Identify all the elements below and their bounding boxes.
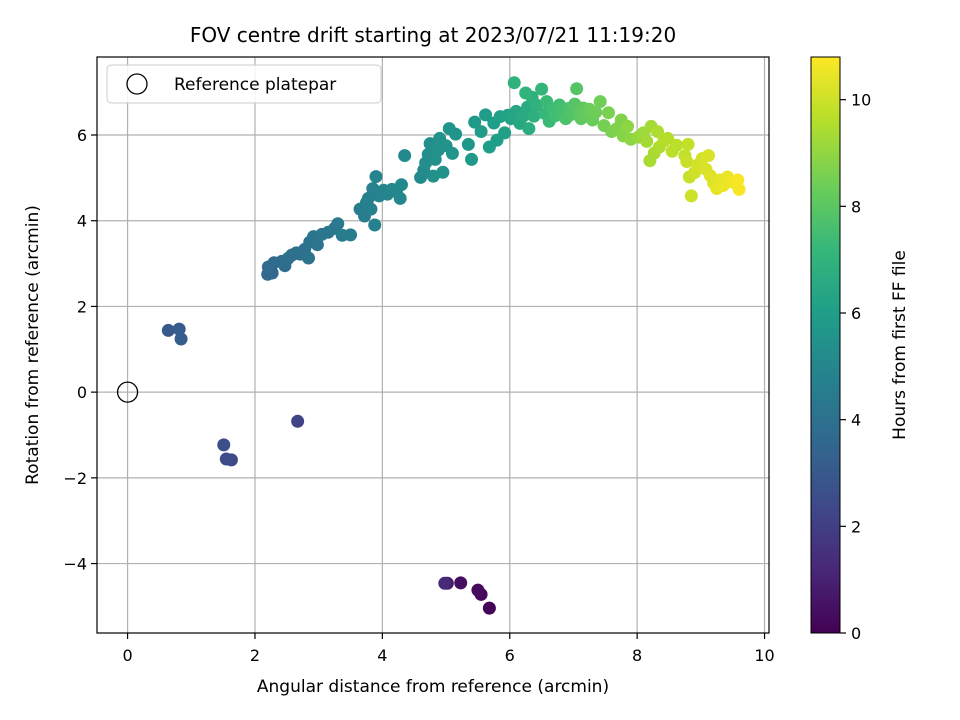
x-tick-label: 10 bbox=[754, 646, 774, 665]
data-point bbox=[394, 178, 408, 192]
colorbar-tick-label: 10 bbox=[851, 91, 871, 110]
data-point bbox=[174, 332, 188, 346]
data-point bbox=[651, 125, 665, 139]
chart-title: FOV centre drift starting at 2023/07/21 … bbox=[190, 23, 676, 47]
data-point bbox=[601, 106, 615, 120]
data-point bbox=[361, 191, 375, 205]
y-tick-label: 6 bbox=[77, 126, 87, 145]
data-point bbox=[217, 438, 231, 452]
data-point bbox=[438, 576, 452, 590]
data-point bbox=[393, 191, 407, 205]
data-point bbox=[527, 109, 541, 123]
data-point bbox=[364, 202, 378, 216]
legend-box bbox=[106, 64, 382, 104]
reference-marker bbox=[116, 381, 139, 403]
data-point bbox=[507, 76, 521, 90]
x-axis-label: Angular distance from reference (arcmin) bbox=[257, 677, 609, 697]
data-point bbox=[621, 119, 635, 133]
data-point bbox=[465, 152, 479, 166]
x-tick-label: 0 bbox=[122, 646, 132, 665]
data-point bbox=[331, 217, 345, 231]
data-point bbox=[482, 601, 496, 615]
y-tick-label: 2 bbox=[77, 297, 87, 316]
data-point bbox=[449, 127, 463, 141]
legend-entry-reference: Reference platepar bbox=[174, 75, 336, 95]
data-point bbox=[471, 583, 485, 597]
y-axis-ticks: −4 −2 0 2 4 6 bbox=[63, 126, 97, 574]
data-point bbox=[498, 126, 512, 140]
colorbar-tick-label: 0 bbox=[851, 624, 861, 643]
data-point bbox=[454, 576, 468, 590]
data-point bbox=[461, 137, 475, 151]
y-tick-label: −2 bbox=[63, 469, 87, 488]
y-axis-label: Rotation from reference (arcmin) bbox=[23, 205, 43, 485]
x-tick-label: 4 bbox=[377, 646, 387, 665]
y-tick-label: −4 bbox=[63, 555, 87, 574]
colorbar-tick-label: 4 bbox=[851, 411, 861, 430]
data-point bbox=[436, 165, 450, 179]
data-point bbox=[291, 414, 305, 428]
data-point bbox=[684, 189, 698, 203]
data-point bbox=[701, 149, 715, 163]
data-point bbox=[670, 138, 684, 152]
reference-point bbox=[116, 381, 139, 403]
data-point bbox=[732, 182, 746, 196]
data-points bbox=[161, 76, 746, 615]
y-tick-label: 4 bbox=[77, 212, 87, 231]
plot-frame bbox=[96, 56, 770, 634]
data-point bbox=[593, 95, 607, 109]
data-point bbox=[535, 82, 549, 96]
data-point bbox=[519, 86, 533, 100]
data-point bbox=[530, 98, 544, 112]
grid-lines bbox=[97, 57, 769, 633]
data-point bbox=[344, 228, 358, 242]
data-point bbox=[368, 218, 382, 232]
data-point bbox=[681, 137, 695, 151]
data-point bbox=[474, 125, 488, 139]
colorbar-tick-label: 2 bbox=[851, 517, 861, 536]
data-point bbox=[661, 131, 675, 145]
data-point bbox=[479, 108, 493, 122]
data-point bbox=[445, 146, 459, 160]
data-point bbox=[219, 452, 233, 466]
data-point bbox=[522, 122, 536, 136]
data-point bbox=[570, 82, 584, 96]
data-point bbox=[310, 238, 324, 252]
legend-marker-reference bbox=[126, 73, 148, 95]
colorbar-label: Hours from first FF file bbox=[890, 250, 910, 440]
data-point bbox=[680, 155, 694, 169]
colorbar-tick-label: 6 bbox=[851, 304, 861, 323]
y-tick-label: 0 bbox=[77, 383, 87, 402]
data-point bbox=[172, 322, 186, 336]
legend: Reference platepar bbox=[106, 64, 382, 104]
x-tick-label: 6 bbox=[505, 646, 515, 665]
data-point bbox=[161, 323, 175, 337]
x-axis-ticks: 0 2 4 6 8 10 bbox=[122, 633, 775, 665]
data-point bbox=[468, 115, 482, 129]
colorbar-tick-label: 8 bbox=[851, 197, 861, 216]
colorbar-ticks: 0 2 4 6 8 10 bbox=[840, 91, 871, 643]
data-point bbox=[369, 170, 383, 184]
x-tick-label: 2 bbox=[250, 646, 260, 665]
data-point bbox=[398, 149, 412, 163]
x-tick-label: 8 bbox=[632, 646, 642, 665]
data-point bbox=[640, 134, 654, 148]
data-point bbox=[589, 105, 603, 119]
colorbar bbox=[810, 56, 841, 634]
data-point bbox=[301, 251, 315, 265]
